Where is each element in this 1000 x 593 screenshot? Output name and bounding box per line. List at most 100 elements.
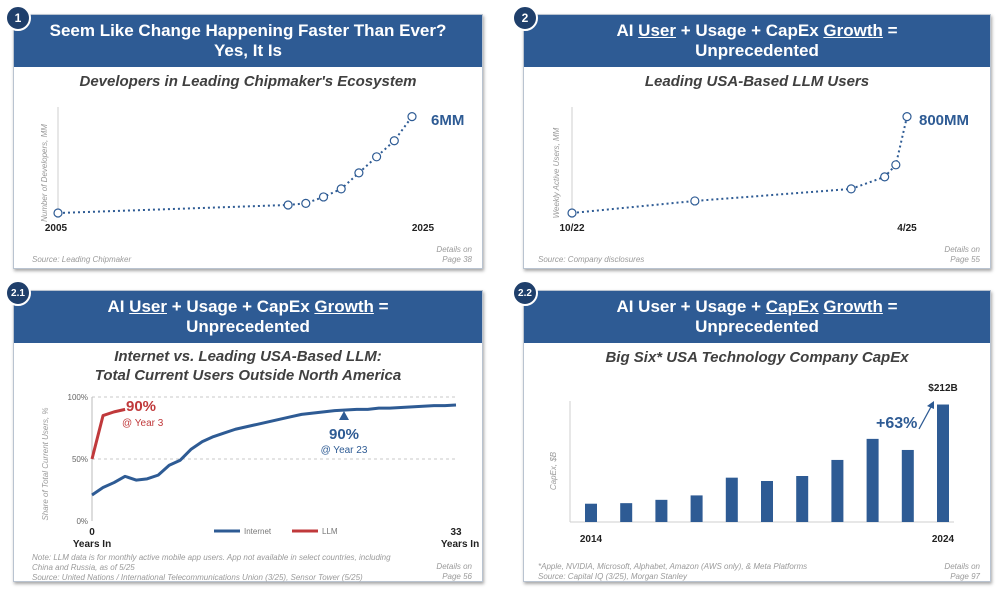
panel-4-title-line1: AI User + Usage + CapEx Growth = bbox=[616, 297, 898, 316]
chart4-x-start: 2014 bbox=[580, 534, 603, 545]
panel-4-chart: CapEx, $B 2014 2024 $212B +63% bbox=[549, 383, 958, 545]
panel-2-details-label: Details on bbox=[944, 245, 980, 254]
chart2-x-start: 10/22 bbox=[559, 223, 584, 234]
panel-4: AI User + Usage + CapEx Growth = Unprece… bbox=[523, 290, 991, 582]
chart1-point bbox=[318, 192, 329, 202]
panel-1: Seem Like Change Happening Faster Than E… bbox=[13, 14, 483, 269]
chart3-legend-label: LLM bbox=[322, 527, 338, 536]
chart4-bar-2016 bbox=[655, 499, 668, 522]
chart3-series-llm bbox=[90, 407, 126, 460]
panel-4-source: Source: Capital IQ (3/25), Morgan Stanle… bbox=[538, 572, 687, 581]
panel-1-details-label: Details on bbox=[436, 245, 472, 254]
panel-4-page: Page 97 bbox=[950, 572, 980, 581]
chart1-point bbox=[407, 112, 417, 122]
chart4-bar-2018 bbox=[725, 477, 738, 522]
panel-4-title-line2: Unprecedented bbox=[695, 317, 819, 336]
chart2-point bbox=[846, 184, 856, 194]
panel-4-details: Details on Page 97 bbox=[944, 562, 980, 582]
chart3-internet-annotation-sub: @ Year 23 bbox=[321, 445, 368, 456]
chart2-x-end: 4/25 bbox=[897, 223, 917, 234]
panel-3-source: Source: United Nations / International T… bbox=[32, 573, 363, 582]
panel-2-header: AI User + Usage + CapEx Growth = Unprece… bbox=[524, 15, 990, 67]
panel-3-title-line1: AI User + Usage + CapEx Growth = bbox=[107, 297, 389, 316]
panel-3-chart: Share of Total Current Users, % 0% 50% 100… bbox=[41, 393, 479, 550]
chart3-llm-annotation: 90% bbox=[126, 398, 156, 415]
panel-4-details-label: Details on bbox=[944, 562, 980, 571]
chart1-x-start: 2005 bbox=[45, 223, 68, 234]
chart4-bar-2024 bbox=[937, 404, 949, 522]
chart3-series-internet bbox=[91, 403, 457, 497]
chart3-llm-annotation-sub: @ Year 3 bbox=[122, 418, 164, 429]
panel-2: AI User + Usage + CapEx Growth = Unprece… bbox=[523, 14, 991, 269]
chart4-growth-arrow-line bbox=[918, 404, 933, 430]
chart2-ylabel: Weekly Active Users, MM bbox=[552, 127, 561, 218]
panel-3-page: Page 56 bbox=[442, 572, 472, 581]
panel-3-title-line2: Unprecedented bbox=[186, 317, 310, 336]
panel-1-title-line1: Seem Like Change Happening Faster Than E… bbox=[49, 21, 447, 40]
chart4-growth-label: +63% bbox=[876, 415, 917, 432]
chart4-bar-2021 bbox=[831, 459, 844, 522]
panel-2-badge: 2 bbox=[512, 5, 538, 31]
chart3-x-end: 33 bbox=[450, 527, 462, 538]
panel-3-details: Details on Page 56 bbox=[436, 562, 472, 582]
chart4-growth-arrow-head bbox=[927, 401, 934, 409]
panel-2-details: Details on Page 55 bbox=[944, 245, 980, 265]
chart3-x-start-sub: Years In bbox=[73, 539, 111, 550]
chart4-ylabel: CapEx, $B bbox=[549, 451, 558, 490]
chart1-point bbox=[283, 200, 293, 210]
chart1-point bbox=[301, 198, 311, 208]
panel-1-badge: 1 bbox=[5, 5, 31, 31]
panel-3-badge: 2.1 bbox=[5, 280, 31, 306]
chart4-bar-2023 bbox=[901, 449, 914, 522]
chart4-x-end: 2024 bbox=[932, 534, 955, 545]
chart4-bar-2019 bbox=[761, 480, 773, 522]
chart3-y-tick: 0% bbox=[76, 517, 88, 526]
chart4-bar-2022 bbox=[866, 438, 879, 522]
chart3-legend-label: Internet bbox=[244, 527, 272, 536]
chart2-point bbox=[567, 208, 577, 218]
chart3-y-tick: 100% bbox=[68, 393, 88, 402]
chart4-bar-2020 bbox=[796, 476, 809, 522]
chart2-point bbox=[891, 160, 901, 170]
chart3-internet-annotation: 90% bbox=[329, 426, 359, 443]
panel-3-subtitle-line1: Internet vs. Leading USA-Based LLM: bbox=[114, 348, 382, 365]
chart3-internet-arrow bbox=[339, 411, 349, 420]
chart1-point bbox=[354, 168, 364, 178]
panel-1-page: Page 38 bbox=[442, 255, 472, 264]
panel-4-subtitle: Big Six* USA Technology Company CapEx bbox=[605, 349, 909, 366]
panel-1-details: Details on Page 38 bbox=[436, 245, 472, 265]
panel-4-header: AI User + Usage + CapEx Growth = Unprece… bbox=[524, 291, 990, 343]
panel-2-page: Page 55 bbox=[950, 255, 980, 264]
panel-3-subtitle: Internet vs. Leading USA-Based LLM: Tota… bbox=[14, 347, 482, 385]
chart4-bar-2015 bbox=[620, 503, 633, 522]
chart1-point bbox=[372, 152, 382, 162]
panel-3-note-line1: Note: LLM data is for monthly active mob… bbox=[32, 553, 391, 562]
panel-2-source: Source: Company disclosures bbox=[538, 255, 645, 264]
panel-2-chart: Weekly Active Users, MM 10/22 4/25 800MM bbox=[552, 107, 969, 234]
panel-2-subtitle: Leading USA-Based LLM Users bbox=[644, 73, 870, 90]
panel-2-title-line1: AI User + Usage + CapEx Growth = bbox=[616, 21, 898, 40]
panel-3: AI User + Usage + CapEx Growth = Unprece… bbox=[13, 290, 483, 582]
panel-1-source: Source: Leading Chipmaker bbox=[32, 255, 132, 264]
chart3-y-tick: 50% bbox=[72, 455, 88, 464]
panel-3-header: AI User + Usage + CapEx Growth = Unprece… bbox=[14, 291, 482, 343]
chart1-ylabel: Number of Developers, MM bbox=[40, 124, 49, 222]
chart4-bar-2017 bbox=[690, 495, 703, 522]
chart1-point bbox=[389, 136, 399, 146]
panel-4-note-line: *Apple, NVIDIA, Microsoft, Alphabet, Ama… bbox=[538, 562, 808, 571]
panel-1-subtitle: Developers in Leading Chipmaker's Ecosys… bbox=[79, 73, 417, 90]
panel-3-subtitle-line2: Total Current Users Outside North Americ… bbox=[94, 367, 402, 384]
panel-2-title-line2: Unprecedented bbox=[695, 41, 819, 60]
chart1-end-label: 6MM bbox=[431, 112, 464, 129]
chart4-top-label: $212B bbox=[928, 383, 957, 394]
chart2-series-line bbox=[571, 116, 908, 214]
panel-1-chart: Number of Developers, MM 2005 2025 6MM bbox=[40, 107, 464, 234]
chart3-ylabel: Share of Total Current Users, % bbox=[41, 407, 50, 520]
panel-1-title-line2: Yes, It Is bbox=[213, 41, 283, 60]
chart2-end-label: 800MM bbox=[919, 112, 969, 129]
chart1-x-end: 2025 bbox=[412, 223, 435, 234]
chart1-point bbox=[336, 184, 346, 194]
chart1-series-line bbox=[57, 116, 413, 214]
panel-1-header: Seem Like Change Happening Faster Than E… bbox=[14, 15, 482, 67]
chart3-x-end-sub: Years In bbox=[441, 539, 479, 550]
